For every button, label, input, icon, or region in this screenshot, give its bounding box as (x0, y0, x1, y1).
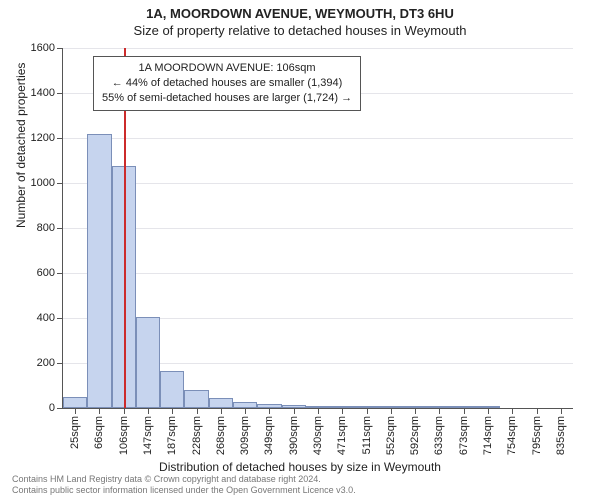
x-tick-label: 106sqm (118, 416, 130, 455)
annotation-box: 1A MOORDOWN AVENUE: 106sqm← 44% of detac… (93, 56, 361, 111)
y-tick-label: 1000 (31, 177, 55, 189)
x-tick (197, 408, 198, 414)
x-tick-label: 714sqm (482, 416, 494, 455)
x-tick-label: 390sqm (288, 416, 300, 455)
annotation-line: 1A MOORDOWN AVENUE: 106sqm (102, 61, 352, 76)
x-tick-label: 592sqm (409, 416, 421, 455)
title-line2: Size of property relative to detached ho… (0, 21, 600, 38)
x-tick-label: 835sqm (555, 416, 567, 455)
y-tick-label: 800 (37, 222, 55, 234)
x-tick (75, 408, 76, 414)
chart-titles: 1A, MOORDOWN AVENUE, WEYMOUTH, DT3 6HU S… (0, 0, 600, 38)
histogram-bar (184, 390, 208, 408)
y-tick (57, 363, 63, 364)
x-tick-label: 795sqm (531, 416, 543, 455)
x-tick-label: 754sqm (506, 416, 518, 455)
x-tick-label: 147sqm (142, 416, 154, 455)
x-tick-label: 25sqm (69, 416, 81, 449)
title-line1: 1A, MOORDOWN AVENUE, WEYMOUTH, DT3 6HU (0, 0, 600, 21)
annotation-line: 55% of semi-detached houses are larger (… (102, 91, 352, 106)
x-tick (221, 408, 222, 414)
y-tick (57, 93, 63, 94)
credits-line1: Contains HM Land Registry data © Crown c… (12, 474, 588, 485)
x-tick (391, 408, 392, 414)
x-tick-label: 673sqm (458, 416, 470, 455)
histogram-bar (63, 397, 87, 408)
y-tick-label: 1200 (31, 132, 55, 144)
x-tick-label: 349sqm (263, 416, 275, 455)
y-tick (57, 138, 63, 139)
x-tick-label: 268sqm (215, 416, 227, 455)
x-tick-label: 552sqm (385, 416, 397, 455)
histogram-bar (160, 371, 184, 408)
x-tick (99, 408, 100, 414)
x-tick (464, 408, 465, 414)
x-tick (269, 408, 270, 414)
x-tick (294, 408, 295, 414)
x-tick (367, 408, 368, 414)
x-tick (148, 408, 149, 414)
annotation-line: ← 44% of detached houses are smaller (1,… (102, 76, 352, 91)
x-tick (415, 408, 416, 414)
x-tick-label: 187sqm (166, 416, 178, 455)
x-tick (439, 408, 440, 414)
x-tick-label: 511sqm (361, 416, 373, 454)
y-tick (57, 273, 63, 274)
y-tick-label: 200 (37, 357, 55, 369)
y-tick (57, 318, 63, 319)
x-tick-label: 471sqm (336, 416, 348, 455)
x-tick (537, 408, 538, 414)
plot-region: 0200400600800100012001400160025sqm66sqm1… (62, 48, 573, 409)
histogram-bar (209, 398, 233, 408)
y-tick-label: 1600 (31, 42, 55, 54)
gridline (63, 183, 573, 184)
x-tick (512, 408, 513, 414)
y-tick-label: 0 (49, 402, 55, 414)
x-tick (172, 408, 173, 414)
x-tick (561, 408, 562, 414)
y-tick-label: 1400 (31, 87, 55, 99)
gridline (63, 228, 573, 229)
x-tick-label: 309sqm (239, 416, 251, 455)
y-tick (57, 408, 63, 409)
y-tick (57, 228, 63, 229)
y-tick-label: 400 (37, 312, 55, 324)
y-tick-label: 600 (37, 267, 55, 279)
x-tick (245, 408, 246, 414)
y-axis-title: Number of detached properties (14, 63, 28, 228)
x-tick (318, 408, 319, 414)
x-tick-label: 430sqm (312, 416, 324, 455)
x-axis-title: Distribution of detached houses by size … (0, 460, 600, 474)
histogram-bar (136, 317, 160, 408)
x-tick-label: 633sqm (433, 416, 445, 455)
x-tick (488, 408, 489, 414)
x-tick-label: 228sqm (191, 416, 203, 455)
x-tick (124, 408, 125, 414)
gridline (63, 48, 573, 49)
y-tick (57, 48, 63, 49)
credits: Contains HM Land Registry data © Crown c… (12, 474, 588, 496)
gridline (63, 273, 573, 274)
chart-area: 0200400600800100012001400160025sqm66sqm1… (62, 48, 572, 408)
x-tick-label: 66sqm (93, 416, 105, 449)
gridline (63, 138, 573, 139)
y-tick (57, 183, 63, 184)
x-tick (342, 408, 343, 414)
credits-line2: Contains public sector information licen… (12, 485, 588, 496)
histogram-bar (87, 134, 111, 409)
